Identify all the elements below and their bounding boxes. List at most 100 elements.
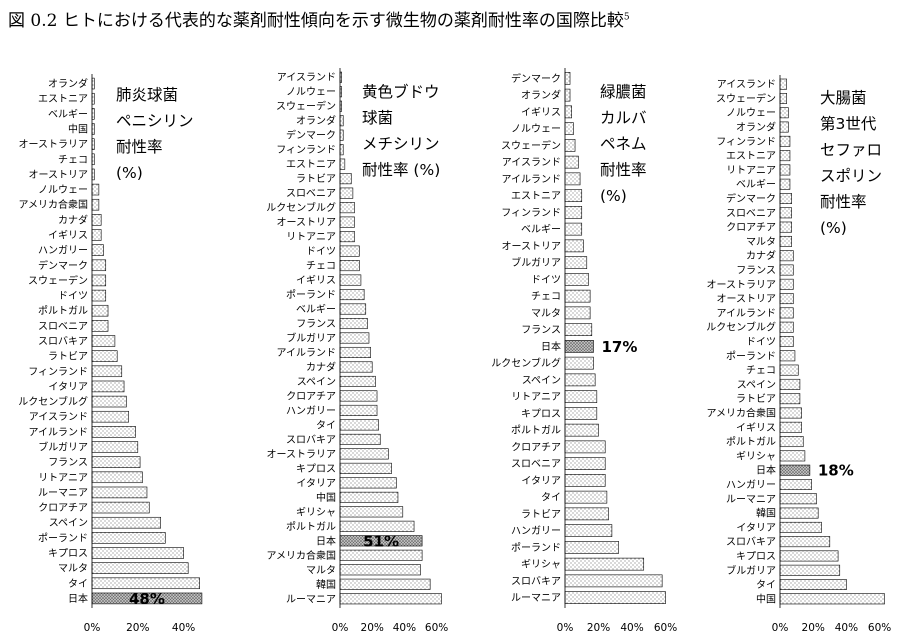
bar-アイスランド bbox=[91, 410, 129, 423]
category-label: スペイン bbox=[737, 380, 776, 391]
bar-ルーマニア bbox=[339, 593, 442, 605]
figure-title-text: 図 0.2 ヒトにおける代表的な薬剤耐性傾向を示す微生物の薬剤耐性率の国際比較 bbox=[8, 11, 624, 31]
category-label: ルーマニア bbox=[511, 593, 561, 604]
category-label: アメリカ合衆国 bbox=[267, 549, 337, 562]
bar-スペイン bbox=[779, 378, 801, 390]
category-label: クロアチア bbox=[286, 390, 336, 402]
category-label: ルクセンブルグ bbox=[18, 395, 88, 408]
panel-title-line: 緑膿菌 bbox=[600, 83, 647, 101]
x-tick-label: 60% bbox=[868, 622, 891, 634]
panel-title-line: (%) bbox=[116, 164, 143, 182]
category-label: スロバキア bbox=[726, 536, 776, 548]
bar-イタリア bbox=[564, 474, 606, 487]
bar-キプロス bbox=[339, 462, 392, 474]
bar-フランス bbox=[339, 317, 368, 330]
bar-スペイン bbox=[339, 375, 376, 387]
bar-タイ bbox=[564, 490, 608, 504]
category-label: ルーマニア bbox=[38, 488, 88, 499]
category-label: デンマーク bbox=[38, 259, 88, 272]
bar-アメリカ合衆国 bbox=[779, 407, 802, 419]
bar-日本 bbox=[779, 464, 811, 476]
bar-ノルウェー bbox=[91, 183, 100, 196]
category-label: ベルギー bbox=[736, 179, 776, 191]
bar-ポルトガル bbox=[779, 436, 804, 448]
x-tick-label: 60% bbox=[425, 622, 448, 634]
category-label: スロバキア bbox=[38, 336, 88, 348]
category-label: ラトビア bbox=[521, 508, 561, 520]
category-label: ハンガリー bbox=[38, 245, 88, 257]
category-label: アイルランド bbox=[277, 347, 337, 359]
category-label: ベルギー bbox=[521, 224, 561, 236]
bar-オーストラリア bbox=[339, 448, 389, 460]
bar-カナダ bbox=[779, 250, 794, 262]
category-label: エストニア bbox=[286, 160, 336, 171]
category-label: オーストリア bbox=[717, 293, 777, 305]
category-label: クロアチア bbox=[511, 441, 561, 453]
category-label: タイ bbox=[541, 492, 561, 504]
category-label: マルタ bbox=[58, 563, 88, 575]
highlight-label: 17% bbox=[601, 338, 637, 356]
category-label: デンマーク bbox=[511, 72, 561, 85]
bar-ポーランド bbox=[91, 532, 166, 544]
bar-オーストリア bbox=[564, 239, 584, 253]
category-label: ドイツ bbox=[58, 291, 88, 302]
category-label: ハンガリー bbox=[726, 479, 776, 491]
category-label: フィンランド bbox=[501, 207, 561, 219]
bar-タイ bbox=[91, 577, 200, 590]
category-label: フィンランド bbox=[276, 144, 336, 156]
panel-title-line: 耐性率 bbox=[116, 138, 163, 156]
category-label: アイスランド bbox=[717, 79, 776, 91]
bar-スウェーデン bbox=[779, 93, 787, 104]
bar-スペイン bbox=[564, 373, 596, 387]
bar-アイルランド bbox=[339, 346, 371, 358]
category-label: オランダ bbox=[48, 77, 88, 90]
category-label: アイスランド bbox=[502, 157, 561, 169]
bar-フランス bbox=[564, 323, 593, 336]
bar-ドイツ bbox=[779, 336, 794, 347]
bar-デンマーク bbox=[564, 72, 571, 85]
category-label: フィンランド bbox=[28, 366, 88, 378]
category-label: クロアチア bbox=[38, 502, 88, 514]
category-label: キプロス bbox=[48, 548, 88, 560]
bar-フランス bbox=[91, 456, 141, 468]
category-label: スロバキア bbox=[511, 575, 561, 587]
bar-イギリス bbox=[564, 105, 572, 119]
panel-title-line: ペネム bbox=[600, 135, 647, 153]
panel-title-line: カルバ bbox=[600, 109, 647, 127]
bar-ラトビア bbox=[91, 350, 118, 362]
bar-ドイツ bbox=[91, 289, 107, 302]
category-label: イタリア bbox=[296, 477, 336, 489]
category-label: ポルトガル bbox=[286, 521, 336, 533]
bar-クロアチア bbox=[779, 221, 792, 233]
bar-アイスランド bbox=[564, 155, 579, 169]
category-label: スロベニア bbox=[511, 458, 561, 470]
panel-2: アイスランドノルウェースウェーデンオランダデンマークフィンランドエストニアラトビ… bbox=[266, 68, 448, 634]
panel-title-line: 耐性率 (%) bbox=[362, 161, 440, 179]
bar-ポーランド bbox=[339, 289, 365, 301]
bar-アメリカ合衆国 bbox=[339, 549, 423, 561]
panel-title-line: セファロ bbox=[820, 141, 882, 159]
category-label: スペイン bbox=[297, 377, 336, 388]
category-label: デンマーク bbox=[726, 192, 776, 205]
bar-リトアニア bbox=[564, 390, 598, 403]
x-tick-label: 40% bbox=[172, 622, 195, 634]
category-label: ラトビア bbox=[48, 351, 88, 363]
category-label: 日本 bbox=[68, 592, 88, 605]
panel-title-line: 肺炎球菌 bbox=[116, 86, 178, 104]
bar-韓国 bbox=[339, 578, 431, 590]
bar-デンマーク bbox=[91, 259, 107, 272]
category-label: ドイツ bbox=[746, 337, 776, 348]
category-label: ギリシャ bbox=[736, 450, 776, 462]
category-label: タイ bbox=[68, 578, 88, 590]
bar-クロアチア bbox=[339, 390, 378, 402]
bar-アイスランド bbox=[779, 78, 787, 90]
category-label: 日本 bbox=[756, 464, 776, 477]
x-tick-label: 20% bbox=[802, 622, 825, 634]
category-label: イギリス bbox=[521, 106, 561, 118]
category-label: オーストラリア bbox=[19, 139, 89, 151]
bar-ノルウェー bbox=[564, 122, 574, 135]
category-label: ポルトガル bbox=[726, 436, 776, 448]
bar-ハンガリー bbox=[779, 479, 812, 490]
x-tick-label: 40% bbox=[835, 622, 858, 634]
bar-ポルトガル bbox=[564, 423, 599, 437]
